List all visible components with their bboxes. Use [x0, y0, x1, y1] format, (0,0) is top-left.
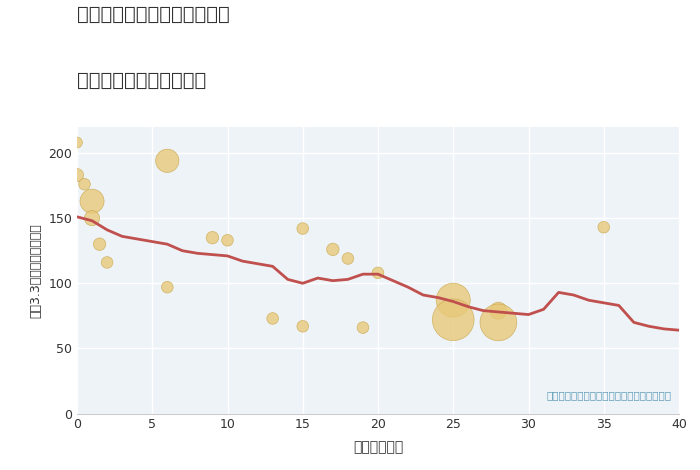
Point — [297, 322, 308, 330]
Point — [267, 315, 278, 322]
Point — [162, 157, 173, 164]
Point — [297, 225, 308, 232]
Point — [372, 269, 384, 277]
Text: 円の大きさは、取引のあった物件面積を示す: 円の大きさは、取引のあった物件面積を示す — [547, 391, 671, 400]
Point — [207, 234, 218, 242]
Point — [222, 236, 233, 244]
Point — [79, 180, 90, 188]
Point — [493, 307, 504, 314]
X-axis label: 築年数（年）: 築年数（年） — [353, 440, 403, 454]
Text: 兵庫県西宮市甲子園浦風町の: 兵庫県西宮市甲子園浦風町の — [77, 5, 230, 24]
Point — [357, 324, 368, 331]
Point — [342, 255, 354, 262]
Point — [71, 172, 83, 179]
Point — [448, 316, 459, 323]
Point — [87, 214, 98, 222]
Text: 築年数別中古戸建て価格: 築年数別中古戸建て価格 — [77, 70, 206, 89]
Point — [102, 258, 113, 266]
Point — [448, 297, 459, 304]
Point — [598, 224, 609, 231]
Y-axis label: 坪（3.3㎡）単価（万円）: 坪（3.3㎡）単価（万円） — [29, 223, 43, 318]
Point — [87, 197, 98, 205]
Point — [71, 139, 83, 146]
Point — [94, 241, 105, 248]
Point — [162, 283, 173, 291]
Point — [493, 319, 504, 326]
Point — [328, 246, 339, 253]
